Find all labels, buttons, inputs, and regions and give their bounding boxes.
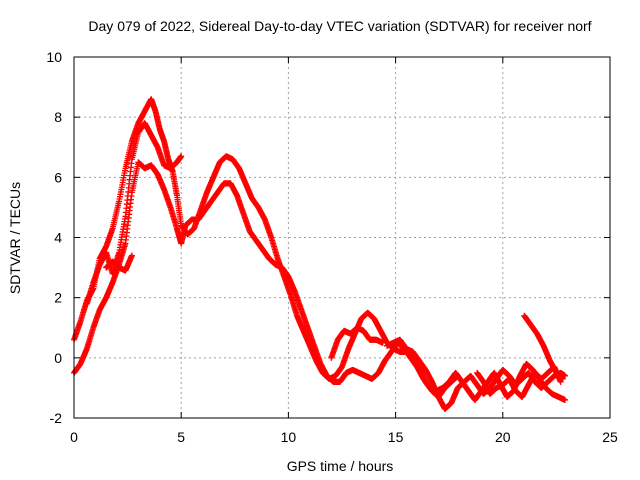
data-point <box>128 252 135 259</box>
x-tick-label: 5 <box>177 429 185 445</box>
y-tick-label: 0 <box>54 350 62 366</box>
x-tick-label: 10 <box>281 429 297 445</box>
series-track-f <box>328 324 386 361</box>
y-tick-label: 2 <box>54 290 62 306</box>
series-track-b <box>71 159 568 403</box>
axis-ticks: 0 5 10 15 20 25 -2 0 2 4 6 8 10 <box>46 49 618 445</box>
data-points <box>71 96 568 412</box>
y-tick-label: 8 <box>54 109 62 125</box>
y-tick-label: -2 <box>50 410 63 426</box>
x-tick-label: 15 <box>388 429 404 445</box>
y-tick-label: 4 <box>54 230 62 246</box>
series-track-e <box>384 336 461 400</box>
y-tick-label: 10 <box>46 49 62 65</box>
x-tick-label: 20 <box>495 429 511 445</box>
chart-title: Day 079 of 2022, Sidereal Day-to-day VTE… <box>88 18 591 34</box>
x-tick-label: 0 <box>70 429 78 445</box>
y-tick-label: 6 <box>54 169 62 185</box>
x-axis-title: GPS time / hours <box>287 458 394 474</box>
series-track-d <box>103 252 135 274</box>
series-track-c <box>83 120 185 307</box>
data-point <box>178 153 185 160</box>
series-track-h <box>474 363 564 400</box>
x-tick-label: 25 <box>602 429 618 445</box>
data-point <box>454 372 461 379</box>
data-point <box>379 339 386 346</box>
data-point <box>561 396 568 403</box>
grid <box>74 57 610 418</box>
data-point <box>557 378 564 385</box>
y-axis-title: SDTVAR / TECUs <box>7 182 23 294</box>
